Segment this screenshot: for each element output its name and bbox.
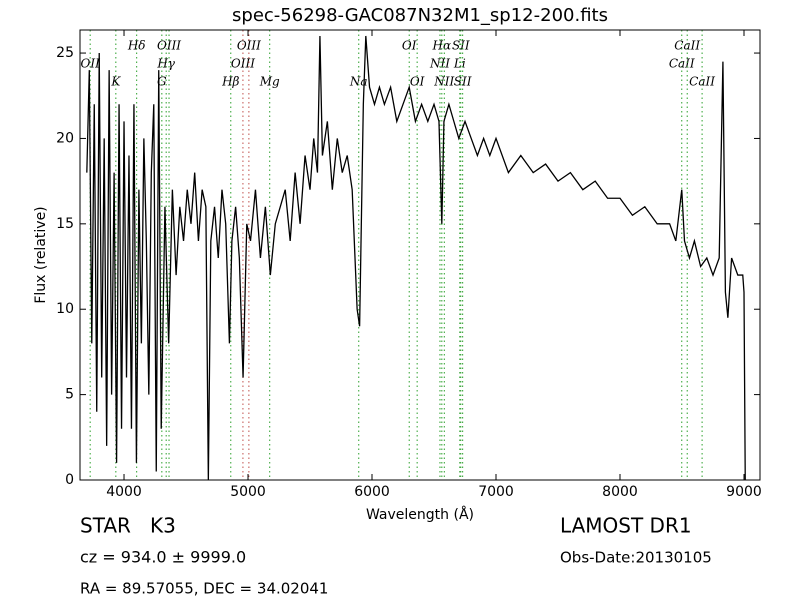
- x-tick-label: 6000: [354, 484, 390, 500]
- x-tick-label: 7000: [478, 484, 514, 500]
- spectral-line-label: OIII: [157, 39, 181, 53]
- x-tick-label: 5000: [230, 484, 266, 500]
- spectral-line-label: Hβ: [221, 75, 239, 89]
- y-tick-label: 20: [56, 130, 74, 146]
- spectral-line-label: Hγ: [156, 57, 175, 71]
- class-label: STAR K3: [80, 514, 176, 538]
- y-tick-label: 10: [56, 301, 74, 317]
- y-tick-label: 0: [65, 472, 74, 488]
- survey-label: LAMOST DR1: [560, 514, 692, 538]
- spectral-line-label: OII: [81, 57, 101, 71]
- plot-frame: [79, 29, 761, 481]
- y-tick-label: 5: [65, 387, 74, 403]
- spectral-line-label: CaII: [689, 75, 715, 89]
- spectral-line-label: NII: [429, 57, 450, 71]
- cz-label: cz = 934.0 ± 9999.0: [80, 548, 246, 567]
- spectral-line-label: OIII: [231, 57, 255, 71]
- x-tick-label: 8000: [602, 484, 638, 500]
- x-tick-label: 9000: [726, 484, 762, 500]
- obs-date: Obs-Date:20130105: [560, 549, 712, 567]
- coords-label: RA = 89.57055, DEC = 34.02041: [80, 580, 328, 598]
- spectral-line-label: G: [157, 75, 167, 89]
- spectral-line-label: CaII: [669, 57, 695, 71]
- chart-title: spec-56298-GAC087N32M1_sp12-200.fits: [232, 5, 608, 26]
- spectral-line-label: K: [110, 75, 121, 89]
- spectral-line-label: Na: [349, 75, 368, 89]
- y-tick-label: 15: [56, 216, 74, 232]
- spectral-line-label: OIII: [237, 39, 261, 53]
- spectral-line-label: NII: [433, 75, 454, 89]
- y-axis-label: Flux (relative): [33, 206, 49, 303]
- spectral-line-label: OI: [410, 75, 425, 89]
- spectral-line-label: Hδ: [127, 39, 146, 53]
- spectral-line-label: Li: [453, 57, 466, 71]
- x-axis-label: Wavelength (Å): [366, 506, 474, 523]
- spectral-line-label: Hα: [432, 39, 452, 53]
- spectral-line-label: SII: [454, 75, 472, 89]
- spectral-line-label: OI: [402, 39, 417, 53]
- spectral-line-label: CaII: [674, 39, 700, 53]
- y-tick-label: 25: [56, 45, 74, 61]
- spectral-line-label: Mg: [259, 75, 280, 89]
- spectrum-line: [86, 35, 746, 480]
- x-tick-label: 4000: [106, 484, 142, 500]
- spectral-line-label: SII: [452, 39, 470, 53]
